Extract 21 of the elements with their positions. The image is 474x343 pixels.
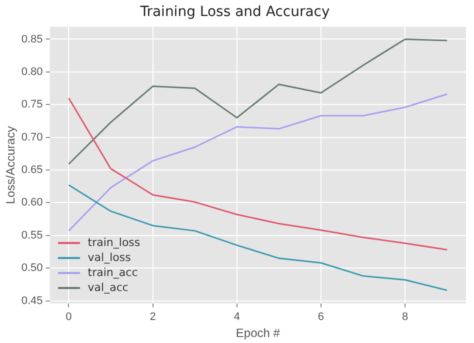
legend-label: train_loss — [88, 235, 140, 250]
x-tick-label: 8 — [402, 311, 408, 324]
y-tick-label: 0.65 — [21, 164, 43, 176]
x-tick-label: 0 — [66, 311, 72, 324]
y-axis-title: Loss/Accuracy — [4, 126, 18, 204]
legend-label: val_acc — [88, 280, 128, 296]
legend-label: val_loss — [88, 250, 131, 266]
y-tick-label: 0.80 — [21, 66, 43, 78]
y-tick-label: 0.55 — [21, 229, 43, 242]
x-axis-title: Epoch # — [236, 326, 280, 340]
x-tick-label: 4 — [234, 311, 240, 324]
y-tick-label: 0.75 — [21, 98, 43, 111]
y-tick-label: 0.60 — [21, 196, 43, 209]
y-tick-label: 0.85 — [21, 33, 43, 46]
y-tick-label: 0.70 — [21, 131, 43, 144]
y-tick-label: 0.45 — [21, 294, 43, 307]
y-tick-label: 0.50 — [21, 262, 43, 274]
legend-label: train_acc — [88, 265, 138, 280]
x-tick-label: 6 — [318, 311, 324, 324]
x-tick-label: 2 — [150, 311, 156, 324]
chart-title: Training Loss and Accuracy — [139, 4, 330, 20]
